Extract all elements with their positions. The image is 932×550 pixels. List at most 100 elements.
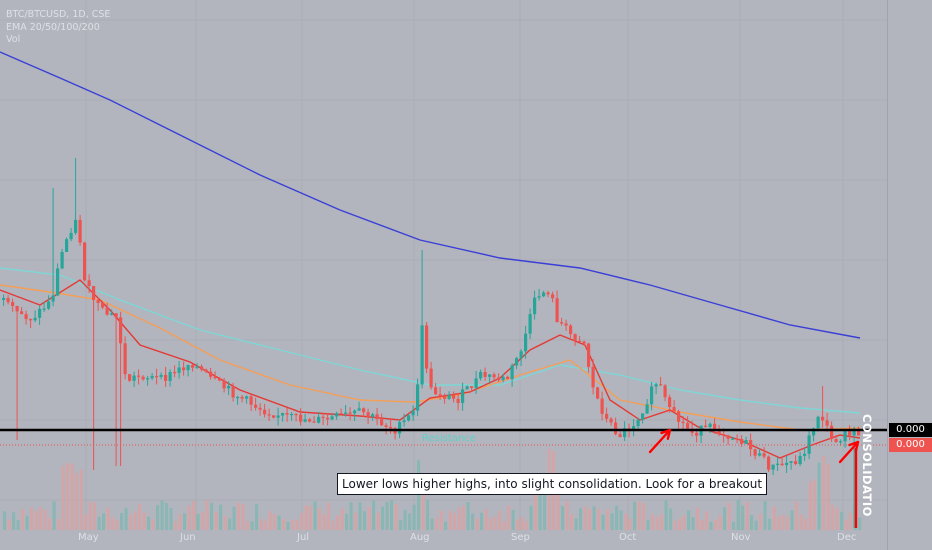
volume-bar bbox=[160, 500, 164, 530]
candle-body bbox=[735, 438, 739, 440]
candle-body bbox=[510, 365, 514, 380]
candle-body bbox=[780, 463, 784, 466]
candle-body bbox=[506, 376, 510, 380]
candle-body bbox=[515, 358, 519, 366]
volume-bar bbox=[79, 469, 83, 530]
candle-body bbox=[695, 432, 699, 436]
volume-bar bbox=[120, 512, 124, 530]
month-label: Sep bbox=[511, 532, 530, 543]
legend-symbol[interactable]: BTC/BTCUSD, 1D, CSE bbox=[6, 9, 111, 20]
candle-body bbox=[294, 413, 298, 416]
volume-bar bbox=[43, 509, 47, 530]
volume-bar bbox=[597, 508, 601, 530]
candle-body bbox=[227, 385, 231, 389]
candle-body bbox=[56, 268, 60, 296]
candle-body bbox=[141, 376, 145, 380]
volume-bar bbox=[849, 512, 853, 530]
candle-body bbox=[425, 325, 429, 369]
candle-body bbox=[344, 412, 348, 414]
volume-bar bbox=[507, 505, 511, 530]
volume-bar bbox=[214, 511, 218, 530]
candle-body bbox=[150, 376, 154, 379]
volume-bar bbox=[718, 515, 722, 530]
volume-bar bbox=[781, 514, 785, 530]
volume-bar bbox=[196, 514, 200, 530]
candle-body bbox=[110, 313, 114, 315]
candle-body bbox=[474, 378, 478, 388]
candle-body bbox=[452, 394, 456, 399]
candle-body bbox=[722, 434, 726, 436]
volume-bar bbox=[183, 513, 187, 530]
candle-body bbox=[20, 311, 24, 315]
candle-body bbox=[222, 380, 226, 389]
candle-body bbox=[537, 296, 541, 298]
candle-body bbox=[245, 396, 249, 399]
volume-bar bbox=[219, 504, 223, 530]
candle-body bbox=[213, 376, 217, 379]
candle-body bbox=[326, 417, 330, 420]
candle-body bbox=[524, 333, 528, 352]
candle-body bbox=[92, 286, 96, 301]
candle-body bbox=[119, 317, 123, 344]
volume-bar bbox=[772, 506, 776, 530]
candle-body bbox=[501, 376, 505, 381]
candle-body bbox=[645, 404, 649, 414]
volume-bar bbox=[498, 510, 502, 530]
candle-body bbox=[546, 292, 550, 295]
candle-body bbox=[708, 423, 712, 427]
candle-body bbox=[362, 408, 366, 413]
volume-bar bbox=[435, 518, 439, 530]
volume-bar bbox=[511, 509, 515, 530]
candle-body bbox=[839, 441, 843, 443]
candle-body bbox=[78, 219, 82, 243]
volume-bar bbox=[759, 513, 763, 530]
volume-bar bbox=[201, 512, 205, 530]
volume-bar bbox=[246, 521, 250, 530]
volume-bar bbox=[21, 509, 25, 530]
volume-bar bbox=[313, 501, 317, 530]
candle-body bbox=[200, 366, 204, 370]
candle-body bbox=[317, 416, 321, 423]
candle-body bbox=[825, 420, 829, 426]
legend-vol[interactable]: Vol bbox=[6, 34, 21, 45]
candle-body bbox=[6, 298, 10, 303]
volume-bar bbox=[7, 519, 11, 530]
volume-bar bbox=[291, 520, 295, 530]
volume-bar bbox=[93, 502, 97, 530]
candle-body bbox=[330, 416, 334, 420]
candle-body bbox=[366, 412, 370, 417]
volume-bar bbox=[642, 502, 646, 530]
chart-legend: BTC/BTCUSD, 1D, CSE EMA 20/50/100/200 Vo… bbox=[6, 9, 110, 47]
candle-body bbox=[51, 295, 55, 302]
volume-bar bbox=[579, 508, 583, 530]
candle-body bbox=[614, 422, 618, 435]
legend-ema[interactable]: EMA 20/50/100/200 bbox=[6, 21, 100, 33]
candle-body bbox=[267, 414, 271, 416]
annotation-box[interactable]: Lower lows higher highs, into slight con… bbox=[337, 473, 768, 495]
candle-body bbox=[479, 371, 483, 379]
volume-bar bbox=[241, 503, 245, 530]
consolidation-label[interactable]: CONSOLIDATIO bbox=[860, 414, 874, 517]
volume-bar bbox=[606, 509, 610, 530]
candle-body bbox=[758, 453, 762, 456]
candle-body bbox=[42, 308, 46, 310]
volume-bar bbox=[106, 507, 110, 530]
candle-body bbox=[843, 430, 847, 442]
last-price-tag: 0.000 bbox=[889, 438, 932, 452]
volume-bar bbox=[210, 502, 214, 530]
arrow-left-head bbox=[660, 428, 672, 440]
candle-body bbox=[348, 412, 352, 414]
candle-body bbox=[731, 438, 735, 440]
volume-bar bbox=[340, 508, 344, 530]
arrow-left bbox=[648, 428, 672, 454]
resistance-label: Resistance bbox=[422, 433, 476, 444]
candle-body bbox=[123, 343, 127, 375]
candle-body bbox=[195, 366, 199, 368]
volume-bar bbox=[520, 517, 524, 530]
volume-bar bbox=[633, 501, 637, 530]
volume-bar bbox=[327, 502, 331, 530]
volume-bar bbox=[741, 505, 745, 530]
volume-bar bbox=[70, 463, 74, 530]
volume-bar bbox=[358, 502, 362, 530]
